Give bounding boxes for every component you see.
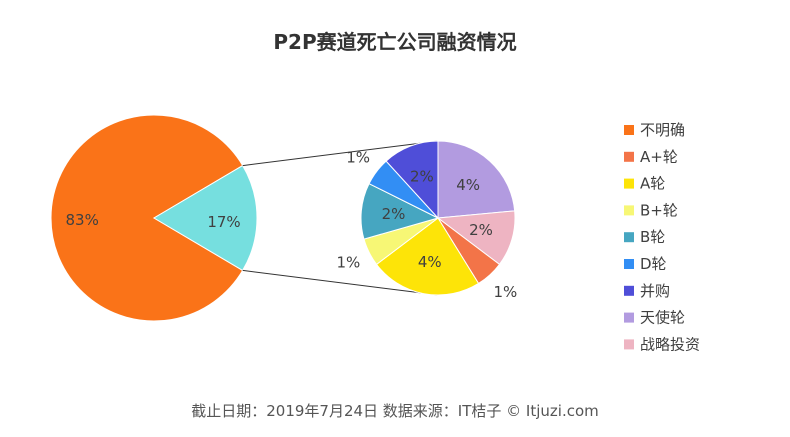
detail-pie-label: 1%	[494, 283, 518, 301]
legend-label: 战略投资	[640, 335, 700, 353]
legend-swatch	[624, 178, 634, 189]
legend-swatch	[624, 232, 634, 243]
connector-line	[242, 140, 439, 167]
detail-pie-label: 1%	[346, 149, 370, 167]
main-pie-slice	[153, 164, 258, 272]
detail-pie-label: 2%	[382, 205, 406, 223]
legend-swatch	[624, 125, 634, 135]
main-pie-label: 83%	[66, 211, 99, 229]
legend-label: 天使轮	[640, 309, 685, 327]
detail-pie-label: 4%	[456, 176, 480, 194]
detail-pie-slice	[437, 140, 516, 219]
legend-swatch	[624, 205, 634, 216]
detail-pie-slice	[385, 140, 439, 220]
legend-swatch	[624, 151, 634, 162]
legend-swatch	[624, 312, 634, 323]
connector-line	[242, 269, 439, 296]
detail-pie-label: 2%	[410, 167, 434, 185]
legend-label: A+轮	[640, 148, 678, 166]
legend-swatch	[624, 339, 634, 350]
chart-footer: 截止日期：2019年7月24日 数据来源：IT桔子 © Itjuzi.com	[191, 402, 599, 420]
main-pie-slice	[50, 114, 244, 322]
legend-label: B轮	[640, 228, 665, 246]
legend-label: D轮	[640, 255, 667, 273]
legend-label: B+轮	[640, 201, 678, 219]
legend-label: 不明确	[640, 121, 685, 139]
legend-label: A轮	[640, 175, 665, 193]
legend-swatch	[624, 259, 634, 269]
detail-pie-label: 4%	[418, 253, 442, 271]
detail-pie-label: 2%	[469, 221, 493, 239]
chart-title: P2P赛道死亡公司融资情况	[273, 30, 517, 54]
main-pie-label: 17%	[207, 213, 240, 231]
legend-label: 并购	[640, 282, 670, 300]
legend-swatch	[624, 285, 634, 296]
detail-pie-label: 1%	[337, 254, 361, 272]
detail-pie-slice	[375, 217, 480, 296]
